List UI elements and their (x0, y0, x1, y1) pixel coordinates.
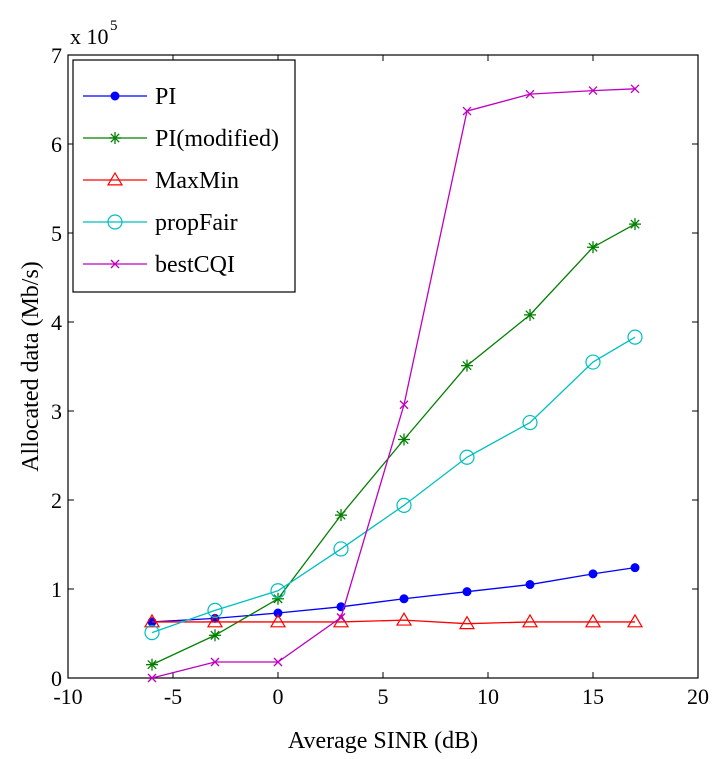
y-tick-label: 1 (51, 577, 62, 602)
legend-entry: bestCQI (83, 252, 235, 278)
y-axis-label: Allocated data (Mb/s) (18, 261, 44, 472)
data-point (207, 602, 223, 618)
series-propfair (144, 329, 643, 641)
y-tick-label: 3 (51, 399, 62, 424)
series-bestcqi (147, 84, 640, 683)
data-point (273, 608, 283, 618)
data-point (626, 613, 644, 628)
data-point (395, 611, 413, 626)
data-point (106, 171, 124, 186)
data-point (525, 89, 535, 99)
legend-entry: PI(modified) (83, 126, 279, 152)
data-point (462, 106, 472, 116)
axes: -10 -5 0 5 10 15 20 0 1 2 3 4 5 6 7 (51, 43, 709, 709)
y-tick-label: 4 (51, 310, 62, 335)
data-point (462, 587, 472, 597)
data-point (110, 91, 120, 101)
data-point (109, 132, 121, 144)
x-tick-label: -10 (53, 684, 82, 709)
data-point (521, 613, 539, 628)
x-tick-label: 5 (378, 684, 389, 709)
data-point (629, 218, 641, 231)
data-point (524, 308, 536, 321)
x-tick-label: 10 (477, 684, 499, 709)
series-line (151, 336, 636, 634)
series-pi-modified- (146, 218, 641, 671)
legend-label: bestCQI (155, 252, 235, 278)
data-point (627, 329, 643, 345)
data-point (269, 613, 287, 628)
data-point (110, 259, 120, 269)
series-group (143, 84, 644, 683)
data-point (147, 673, 157, 683)
y-multiplier: x 10 (70, 24, 109, 49)
data-point (587, 241, 599, 254)
legend-label: PI (155, 84, 176, 110)
x-tick-label: -5 (164, 684, 182, 709)
data-point (584, 613, 602, 628)
data-point (588, 86, 598, 96)
legend-label: MaxMin (155, 168, 239, 194)
data-point (146, 658, 158, 671)
x-axis-label: Average SINR (dB) (288, 728, 478, 754)
data-point (630, 563, 640, 573)
data-point (522, 414, 538, 431)
data-point (398, 433, 410, 446)
x-tick-label: 15 (582, 684, 604, 709)
y-multiplier-exponent: 5 (110, 18, 118, 34)
data-point (458, 615, 476, 630)
data-point (585, 354, 601, 370)
legend-box (72, 59, 296, 293)
y-tick-label: 0 (51, 666, 62, 691)
y-tick-label: 7 (51, 43, 62, 68)
data-point (588, 569, 598, 579)
data-point (270, 583, 286, 599)
data-point (335, 509, 347, 522)
data-point (399, 400, 409, 410)
data-point (144, 625, 160, 641)
y-tick-label: 2 (51, 488, 62, 513)
data-point (399, 594, 409, 604)
series-line (151, 566, 636, 623)
data-point (273, 657, 283, 667)
data-point (333, 541, 349, 557)
legend-entry: PI (83, 84, 176, 110)
legend-label: propFair (155, 210, 238, 236)
data-point (107, 214, 123, 230)
data-point (206, 613, 224, 628)
data-point (336, 613, 346, 622)
y-tick-label: 5 (51, 221, 62, 246)
series-pi (147, 563, 640, 627)
data-point (143, 613, 161, 628)
data-point (209, 629, 221, 642)
x-tick-label: 0 (273, 684, 284, 709)
legend-label: PI(modified) (155, 126, 279, 152)
x-tick-label: 20 (687, 684, 709, 709)
data-point (459, 449, 475, 465)
legend-entry: propFair (83, 210, 238, 236)
legend-entry: MaxMin (83, 168, 239, 194)
data-point (630, 84, 640, 94)
data-point (525, 580, 535, 590)
legend: PI PI(modified) MaxMin propFair bestCQI (72, 59, 296, 293)
data-point (461, 359, 473, 372)
data-point (396, 497, 412, 513)
series-line (152, 619, 635, 625)
series-maxmin (143, 611, 644, 630)
y-tick-label: 6 (51, 132, 62, 157)
data-point (210, 657, 220, 667)
data-point (272, 592, 284, 605)
